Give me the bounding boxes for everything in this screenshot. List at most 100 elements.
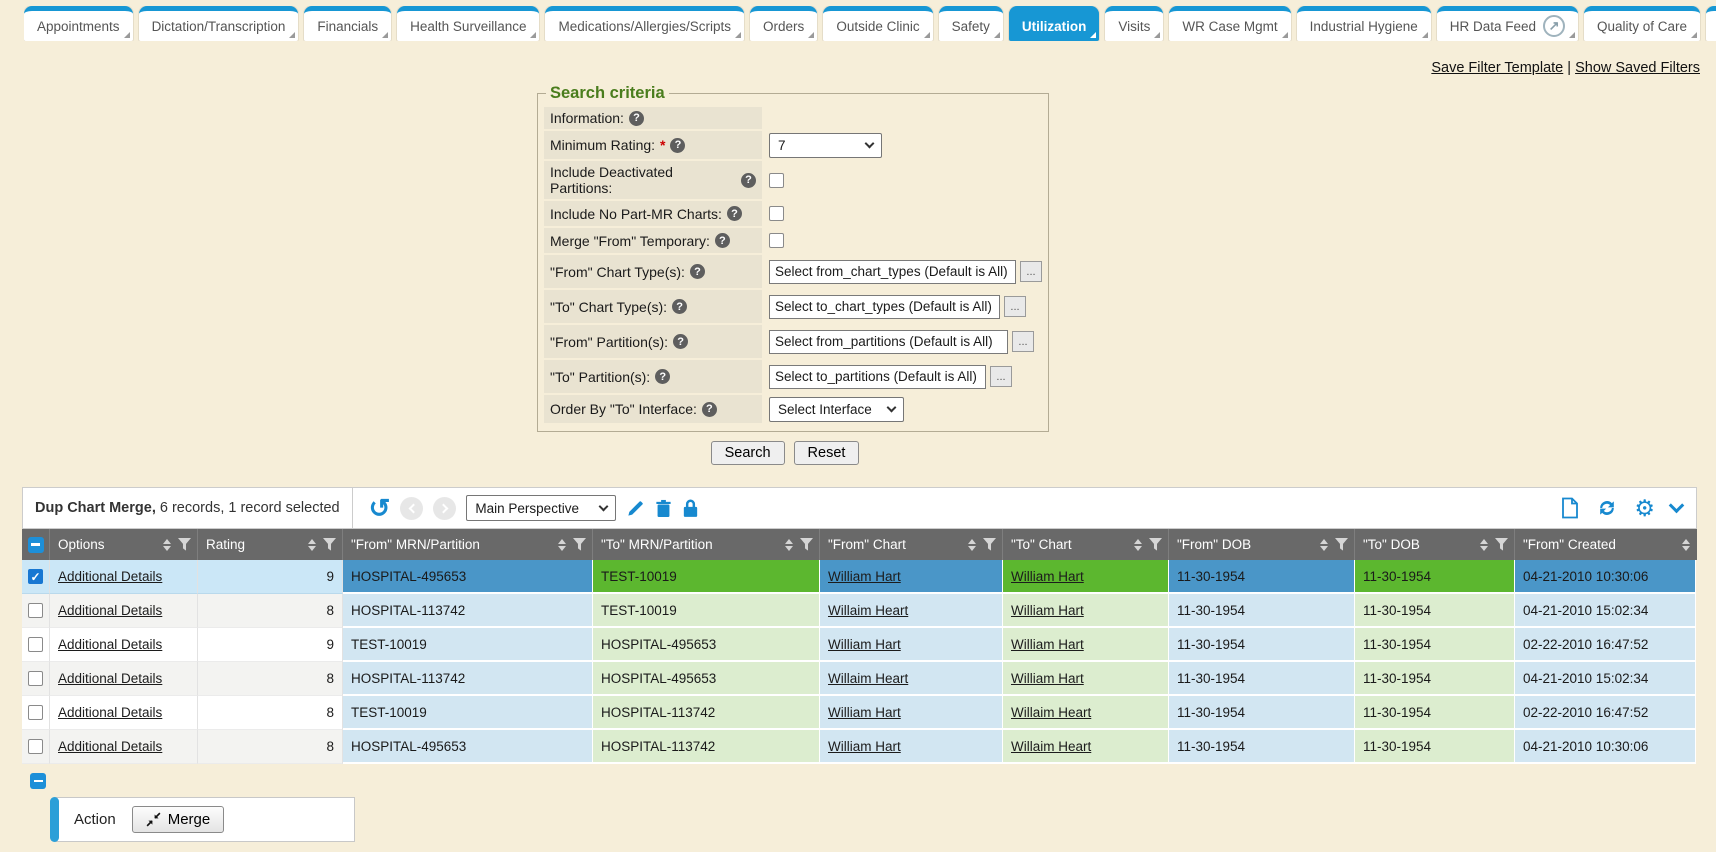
from-chart-link[interactable]: Willaim Heart xyxy=(828,602,909,618)
select-all-checkbox[interactable] xyxy=(27,536,44,553)
to-chart-types-input[interactable]: Select to_chart_types (Default is All) xyxy=(769,294,1000,319)
sort-icon[interactable] xyxy=(1682,538,1690,551)
settings-gear-icon[interactable]: ⚙ xyxy=(1634,494,1655,521)
tab-safety[interactable]: Safety xyxy=(938,6,1003,41)
collapse-chevron-icon[interactable] xyxy=(1668,497,1685,514)
to-chart-link[interactable]: William Hart xyxy=(1011,670,1084,686)
show-saved-filters-link[interactable]: Show Saved Filters xyxy=(1575,60,1700,76)
order-by-interface-select[interactable]: Select Interface xyxy=(769,396,904,422)
sort-icon[interactable] xyxy=(558,538,566,551)
header-to-chart[interactable]: "To" Chart xyxy=(1003,529,1169,560)
edit-pencil-icon[interactable] xyxy=(626,499,645,518)
from-chart-types-browse-button[interactable]: ... xyxy=(1020,261,1042,282)
header-from-created[interactable]: "From" Created xyxy=(1515,529,1696,560)
filter-icon[interactable] xyxy=(1335,538,1348,551)
external-link-icon[interactable]: ↗ xyxy=(1543,15,1566,37)
sort-icon[interactable] xyxy=(785,538,793,551)
help-icon[interactable]: ? xyxy=(701,401,717,417)
filter-icon[interactable] xyxy=(323,538,336,551)
tab-financials[interactable]: Financials xyxy=(304,6,392,41)
to-chart-link[interactable]: Willaim Heart xyxy=(1011,738,1092,754)
additional-details-link[interactable]: Additional Details xyxy=(58,569,163,584)
next-perspective-button[interactable] xyxy=(433,496,457,520)
sort-icon[interactable] xyxy=(308,538,316,551)
tab-health-surveillance[interactable]: Health Surveillance xyxy=(397,6,540,41)
merge-from-temporary-checkbox[interactable] xyxy=(769,233,784,248)
header-to-dob[interactable]: "To" DOB xyxy=(1355,529,1515,560)
help-icon[interactable]: ? xyxy=(673,334,689,349)
sort-icon[interactable] xyxy=(1320,538,1328,551)
row-checkbox[interactable] xyxy=(28,603,43,618)
undo-icon[interactable]: ↺ xyxy=(368,493,391,523)
tab-orders[interactable]: Orders xyxy=(750,6,818,41)
from-chart-link[interactable]: William Hart xyxy=(828,568,901,584)
include-no-partmr-checkbox[interactable] xyxy=(769,206,784,221)
perspective-select[interactable]: Main Perspective xyxy=(466,495,617,521)
filter-icon[interactable] xyxy=(800,538,813,551)
tab-visits[interactable]: Visits xyxy=(1105,6,1164,41)
tab-executive[interactable]: Execu xyxy=(1706,6,1716,41)
tab-utilization-active[interactable]: Utilization xyxy=(1008,6,1100,41)
tab-appointments[interactable]: Appointments xyxy=(24,6,133,41)
additional-details-link[interactable]: Additional Details xyxy=(58,637,163,652)
save-filter-template-link[interactable]: Save Filter Template xyxy=(1431,60,1564,76)
select-all-checkbox-bottom[interactable] xyxy=(30,773,46,789)
reset-button[interactable]: Reset xyxy=(793,441,860,465)
filter-icon[interactable] xyxy=(1495,538,1508,551)
previous-perspective-button[interactable] xyxy=(400,496,424,520)
to-chart-link[interactable]: William Hart xyxy=(1011,602,1084,618)
sort-icon[interactable] xyxy=(1480,538,1488,551)
tab-wr-case-mgmt[interactable]: WR Case Mgmt xyxy=(1169,6,1291,41)
additional-details-link[interactable]: Additional Details xyxy=(58,705,163,720)
row-checkbox[interactable] xyxy=(28,637,43,652)
minimum-rating-select[interactable]: 7 xyxy=(769,132,882,158)
filter-icon[interactable] xyxy=(573,538,586,551)
help-icon[interactable]: ? xyxy=(628,110,644,126)
include-deactivated-checkbox[interactable] xyxy=(769,172,784,188)
lock-icon[interactable] xyxy=(682,498,699,518)
filter-icon[interactable] xyxy=(1149,538,1162,551)
to-partitions-browse-button[interactable]: ... xyxy=(990,366,1012,387)
filter-icon[interactable] xyxy=(983,538,996,551)
sort-icon[interactable] xyxy=(1134,538,1142,551)
sort-icon[interactable] xyxy=(163,538,171,551)
header-from-mrn-partition[interactable]: "From" MRN/Partition xyxy=(343,529,593,560)
row-checkbox[interactable] xyxy=(28,739,43,754)
to-chart-types-browse-button[interactable]: ... xyxy=(1004,296,1026,317)
from-chart-link[interactable]: William Hart xyxy=(828,636,901,652)
tab-outside-clinic[interactable]: Outside Clinic xyxy=(823,6,933,41)
tab-dictation-transcription[interactable]: Dictation/Transcription xyxy=(138,6,299,41)
tab-quality-of-care[interactable]: Quality of Care xyxy=(1584,6,1701,41)
from-partitions-input[interactable]: Select from_partitions (Default is All) xyxy=(769,329,1008,354)
from-chart-link[interactable]: William Hart xyxy=(828,738,901,754)
help-icon[interactable]: ? xyxy=(689,264,705,279)
help-icon[interactable]: ? xyxy=(655,369,671,384)
new-document-icon[interactable] xyxy=(1560,497,1580,519)
help-icon[interactable]: ? xyxy=(741,172,756,188)
tab-hr-data-feed[interactable]: HR Data Feed ↗ xyxy=(1436,6,1579,41)
help-icon[interactable]: ? xyxy=(714,233,730,248)
to-partitions-input[interactable]: Select to_partitions (Default is All) xyxy=(769,364,986,389)
to-chart-link[interactable]: William Hart xyxy=(1011,568,1084,584)
tab-industrial-hygiene[interactable]: Industrial Hygiene xyxy=(1296,6,1431,41)
from-chart-link[interactable]: William Hart xyxy=(828,704,901,720)
additional-details-link[interactable]: Additional Details xyxy=(58,671,163,686)
header-rating[interactable]: Rating xyxy=(198,529,343,560)
from-chart-types-input[interactable]: Select from_chart_types (Default is All) xyxy=(769,259,1016,284)
merge-button[interactable]: Merge xyxy=(131,806,225,833)
additional-details-link[interactable]: Additional Details xyxy=(58,739,163,754)
row-checkbox[interactable] xyxy=(28,705,43,720)
search-button[interactable]: Search xyxy=(710,441,785,465)
header-options[interactable]: Options xyxy=(50,529,198,560)
refresh-icon[interactable] xyxy=(1596,497,1618,519)
from-chart-link[interactable]: Willaim Heart xyxy=(828,670,909,686)
help-icon[interactable]: ? xyxy=(672,299,688,314)
to-chart-link[interactable]: William Hart xyxy=(1011,636,1084,652)
delete-trash-icon[interactable] xyxy=(655,499,672,518)
sort-icon[interactable] xyxy=(968,538,976,551)
to-chart-link[interactable]: Willaim Heart xyxy=(1011,704,1092,720)
from-partitions-browse-button[interactable]: ... xyxy=(1012,331,1034,352)
additional-details-link[interactable]: Additional Details xyxy=(58,603,163,618)
row-checkbox[interactable] xyxy=(28,671,43,686)
help-icon[interactable]: ? xyxy=(726,206,742,221)
